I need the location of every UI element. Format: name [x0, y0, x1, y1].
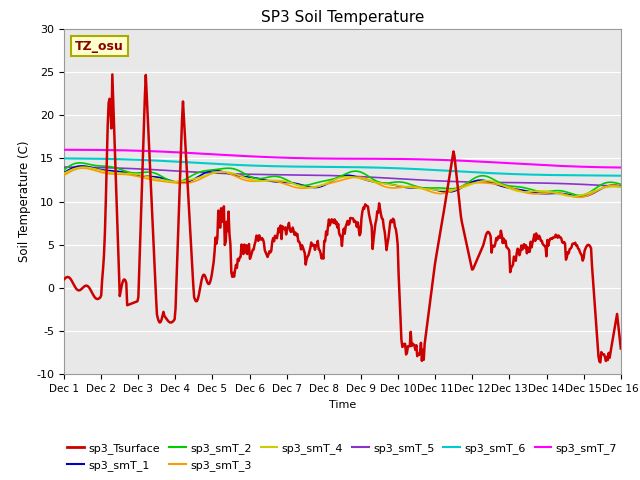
sp3_smT_6 [432, 167, 440, 173]
sp3_smT_5 [159, 168, 166, 173]
sp3_smT_6 [388, 165, 396, 171]
sp3_smT_3 [60, 172, 68, 178]
sp3_Tsurface [109, 72, 116, 77]
sp3_smT_4 [313, 184, 321, 190]
Line: sp3_smT_7: sp3_smT_7 [64, 150, 621, 168]
sp3_smT_2 [313, 180, 321, 186]
sp3_Tsurface [204, 281, 212, 287]
sp3_smT_4 [389, 182, 397, 188]
sp3_smT_4 [570, 193, 577, 199]
sp3_Tsurface [433, 250, 440, 256]
sp3_smT_1 [78, 163, 86, 169]
Y-axis label: Soil Temperature (C): Soil Temperature (C) [18, 141, 31, 263]
sp3_Tsurface [617, 346, 625, 351]
sp3_smT_7 [432, 157, 440, 163]
sp3_smT_4 [159, 178, 167, 183]
sp3_smT_5 [617, 184, 625, 190]
sp3_smT_5 [60, 164, 68, 170]
sp3_smT_3 [204, 172, 212, 178]
Title: SP3 Soil Temperature: SP3 Soil Temperature [260, 10, 424, 25]
sp3_smT_1 [60, 170, 68, 176]
sp3_smT_2 [389, 180, 397, 185]
sp3_smT_1 [617, 183, 625, 189]
sp3_smT_1 [433, 187, 440, 193]
Line: sp3_smT_6: sp3_smT_6 [64, 158, 621, 176]
Line: sp3_smT_2: sp3_smT_2 [64, 163, 621, 195]
sp3_smT_2 [480, 173, 488, 179]
Line: sp3_Tsurface: sp3_Tsurface [64, 74, 621, 362]
sp3_smT_6 [312, 164, 320, 170]
sp3_smT_1 [313, 184, 321, 190]
sp3_smT_2 [576, 192, 584, 198]
sp3_smT_3 [575, 194, 583, 200]
sp3_smT_7 [617, 165, 625, 170]
sp3_smT_1 [577, 194, 585, 200]
sp3_smT_2 [204, 168, 212, 173]
sp3_smT_7 [60, 147, 68, 153]
sp3_smT_7 [388, 156, 396, 162]
sp3_smT_4 [80, 164, 88, 170]
sp3_smT_7 [312, 156, 320, 161]
sp3_smT_6 [159, 158, 166, 164]
sp3_smT_2 [433, 185, 440, 191]
sp3_smT_3 [433, 191, 440, 196]
sp3_smT_1 [389, 182, 397, 188]
sp3_smT_5 [312, 172, 320, 178]
sp3_smT_3 [79, 165, 86, 171]
sp3_Tsurface [480, 239, 488, 245]
Text: TZ_osu: TZ_osu [75, 39, 124, 52]
sp3_smT_7 [479, 159, 487, 165]
sp3_smT_5 [204, 170, 211, 176]
sp3_smT_6 [204, 160, 211, 166]
sp3_Tsurface [60, 276, 68, 282]
sp3_smT_6 [617, 173, 625, 179]
sp3_smT_5 [432, 178, 440, 184]
sp3_smT_6 [60, 156, 68, 161]
sp3_smT_7 [159, 149, 166, 155]
sp3_smT_4 [433, 187, 440, 193]
sp3_Tsurface [389, 216, 397, 222]
sp3_smT_3 [313, 183, 321, 189]
Line: sp3_smT_3: sp3_smT_3 [64, 168, 621, 197]
sp3_smT_1 [159, 176, 167, 181]
sp3_smT_1 [204, 169, 212, 175]
sp3_Tsurface [313, 243, 321, 249]
sp3_smT_2 [76, 160, 84, 166]
sp3_smT_5 [388, 176, 396, 181]
sp3_Tsurface [596, 360, 604, 365]
Line: sp3_smT_5: sp3_smT_5 [64, 167, 621, 187]
sp3_smT_2 [60, 167, 68, 173]
sp3_smT_2 [617, 181, 625, 187]
sp3_smT_5 [479, 180, 487, 185]
sp3_Tsurface [159, 309, 167, 315]
sp3_smT_4 [617, 184, 625, 190]
Line: sp3_smT_1: sp3_smT_1 [64, 166, 621, 197]
X-axis label: Time: Time [329, 400, 356, 409]
sp3_smT_3 [159, 179, 167, 184]
sp3_smT_4 [480, 178, 488, 184]
sp3_smT_3 [480, 180, 488, 186]
sp3_smT_4 [60, 170, 68, 176]
Line: sp3_smT_4: sp3_smT_4 [64, 167, 621, 196]
sp3_smT_3 [389, 185, 397, 191]
sp3_smT_7 [204, 151, 211, 157]
sp3_smT_4 [204, 172, 212, 178]
Legend: sp3_Tsurface, sp3_smT_1, sp3_smT_2, sp3_smT_3, sp3_smT_4, sp3_smT_5, sp3_smT_6, : sp3_Tsurface, sp3_smT_1, sp3_smT_2, sp3_… [63, 439, 622, 475]
sp3_smT_3 [617, 184, 625, 190]
sp3_smT_2 [159, 175, 167, 180]
sp3_smT_6 [479, 170, 487, 176]
sp3_smT_1 [480, 178, 488, 183]
